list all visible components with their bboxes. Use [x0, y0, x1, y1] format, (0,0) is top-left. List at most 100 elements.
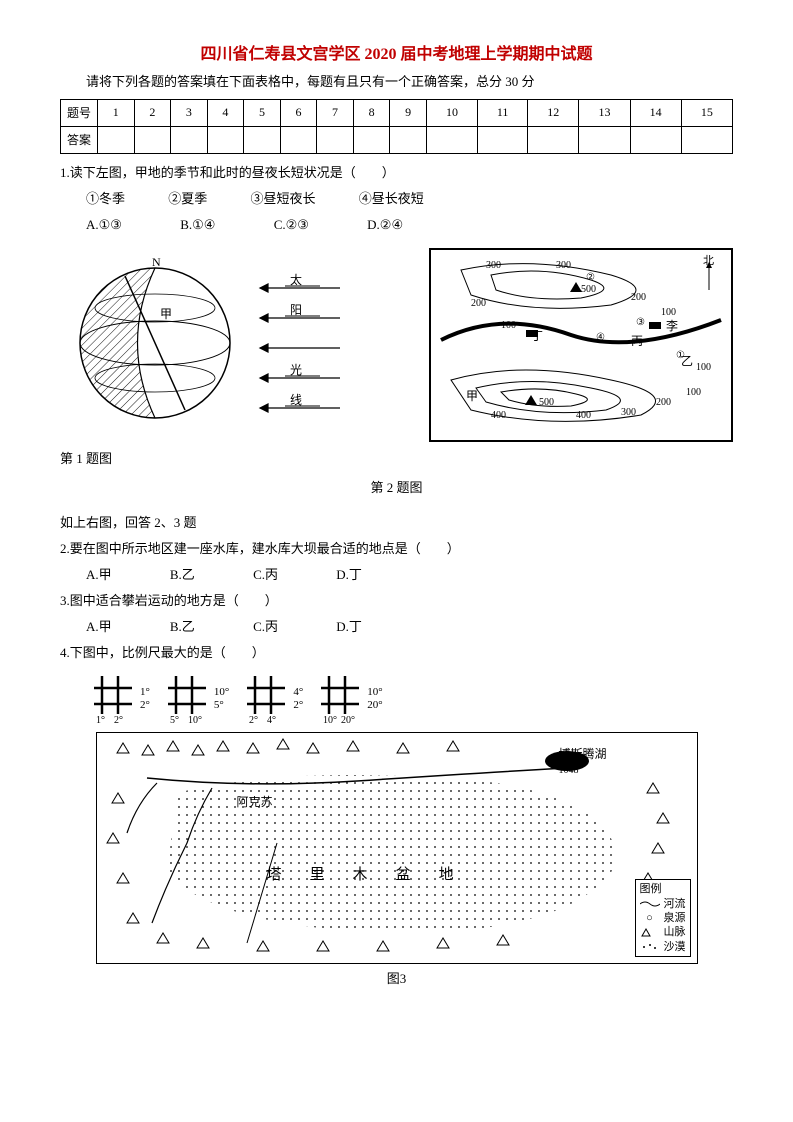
legend-river: 河流 [640, 897, 686, 911]
grid-d: 10° 20° 10°20° [317, 674, 382, 724]
svg-text:10°: 10° [188, 715, 202, 724]
col-num: 9 [390, 99, 427, 126]
table-row-header: 题号 1 2 3 4 5 6 7 8 9 10 11 12 13 14 15 [61, 99, 733, 126]
answer-cell[interactable] [390, 126, 427, 153]
sun-label-3: 光 [290, 363, 302, 377]
col-num: 5 [244, 99, 281, 126]
svg-text:甲: 甲 [466, 389, 478, 403]
row2-header: 答案 [61, 126, 98, 153]
answer-cell[interactable] [134, 126, 171, 153]
lake-label: 博斯腾湖 1048 [558, 745, 606, 777]
elev-label: 1048 [558, 765, 578, 776]
answer-cell[interactable] [207, 126, 244, 153]
svg-text:200: 200 [656, 397, 671, 408]
q4-grids: 1° 2° 1°2° 5° 10° 10°5° 2° 4° 4°2° 10° 2… [60, 674, 733, 724]
answer-cell[interactable] [317, 126, 354, 153]
q3-opt-b: B.乙 [170, 614, 195, 640]
q3-opt-a: A.甲 [86, 614, 112, 640]
answer-cell[interactable] [528, 126, 579, 153]
fig2-caption: 第 2 题图 [60, 477, 733, 496]
legend-mountain: 山脉 [640, 925, 686, 939]
legend-spring: ○泉源 [640, 911, 686, 925]
q1-options: A.①③ B.①④ C.②③ D.②④ [60, 212, 733, 238]
q3-options: A.甲 B.乙 C.丙 D.丁 [60, 614, 733, 640]
svg-text:100: 100 [501, 320, 516, 331]
svg-text:④: ④ [596, 332, 605, 343]
map-legend: 图例 河流 ○泉源 山脉 沙漠 [635, 879, 691, 956]
fig3-caption: 图3 [60, 968, 733, 987]
answer-table: 题号 1 2 3 4 5 6 7 8 9 10 11 12 13 14 15 答… [60, 99, 733, 154]
grid-a: 1° 2° 1°2° [90, 674, 150, 724]
q2-stem: 2.要在图中所示地区建一座水库，建水库大坝最合适的地点是（ ） [60, 536, 733, 562]
q2-options: A.甲 B.乙 C.丙 D.丁 [60, 562, 733, 588]
svg-text:100: 100 [686, 387, 701, 398]
svg-text:400: 400 [491, 410, 506, 421]
legend-desert: 沙漠 [640, 940, 686, 954]
table-row-answers: 答案 [61, 126, 733, 153]
q3-stem: 3.图中适合攀岩运动的地方是（ ） [60, 588, 733, 614]
svg-text:300: 300 [556, 260, 571, 271]
instruction-text: 请将下列各题的答案填在下面表格中，每题有且只有一个正确答案，总分 30 分 [60, 72, 733, 93]
svg-text:500: 500 [581, 284, 596, 295]
svg-text:100: 100 [696, 362, 711, 373]
svg-text:200: 200 [631, 292, 646, 303]
q1-circle-3: ③昼短夜长 [251, 186, 316, 212]
basin-label: 塔里木盆地 [267, 863, 482, 884]
globe-figure: N 甲 太 阳 光 线 [60, 248, 350, 428]
answer-cell[interactable] [171, 126, 208, 153]
svg-text:200: 200 [471, 298, 486, 309]
sun-label-2: 阳 [290, 303, 302, 317]
col-num: 6 [280, 99, 317, 126]
svg-text:1°: 1° [96, 715, 105, 724]
contour-figure: 北 300 300 500 200 200 100 100 100 500 [429, 248, 733, 442]
svg-text:400: 400 [576, 410, 591, 421]
jia-label: 甲 [160, 307, 172, 321]
svg-text:300: 300 [621, 407, 636, 418]
col-num: 11 [478, 99, 528, 126]
answer-cell[interactable] [98, 126, 135, 153]
q1-circle-1: ①冬季 [86, 186, 125, 212]
q1-stem: 1.读下左图，甲地的季节和此时的昼夜长短状况是（ ） [60, 160, 733, 186]
q1-opt-c: C.②③ [274, 212, 309, 238]
q2-opt-d: D.丁 [336, 562, 362, 588]
col-num: 3 [171, 99, 208, 126]
col-num: 14 [630, 99, 681, 126]
q3-opt-d: D.丁 [336, 614, 362, 640]
q1-circle-2: ②夏季 [168, 186, 207, 212]
legend-title: 图例 [640, 882, 686, 896]
svg-text:5°: 5° [170, 715, 179, 724]
tarim-map: 博斯腾湖 1048 阿克苏 塔里木盆地 图例 河流 ○泉源 山脉 沙漠 [96, 732, 698, 964]
svg-text:2°: 2° [249, 715, 258, 724]
svg-text:②: ② [586, 272, 595, 283]
answer-cell[interactable] [280, 126, 317, 153]
answer-cell[interactable] [478, 126, 528, 153]
col-num: 15 [681, 99, 732, 126]
page-title: 四川省仁寿县文宫学区 2020 届中考地理上学期期中试题 [60, 40, 733, 64]
svg-text:10°: 10° [323, 715, 337, 724]
q1-circles: ①冬季 ②夏季 ③昼短夜长 ④昼长夜短 [60, 186, 733, 212]
svg-text:20°: 20° [341, 715, 355, 724]
col-num: 2 [134, 99, 171, 126]
answer-cell[interactable] [681, 126, 732, 153]
q2-opt-a: A.甲 [86, 562, 112, 588]
answer-cell[interactable] [353, 126, 390, 153]
grid-c: 2° 4° 4°2° [243, 674, 303, 724]
north-label: N [152, 255, 161, 269]
col-num: 12 [528, 99, 579, 126]
svg-text:③: ③ [636, 317, 645, 328]
q23-intro: 如上右图，回答 2、3 题 [60, 510, 733, 536]
aksu-label: 阿克苏 [237, 793, 273, 810]
svg-text:4°: 4° [267, 715, 276, 724]
sun-label-1: 太 [290, 272, 302, 287]
col-num: 4 [207, 99, 244, 126]
svg-text:丙: 丙 [631, 334, 643, 348]
answer-cell[interactable] [426, 126, 477, 153]
q1-opt-a: A.①③ [86, 212, 122, 238]
q1-circle-4: ④昼长夜短 [359, 186, 424, 212]
svg-text:2°: 2° [114, 715, 123, 724]
answer-cell[interactable] [244, 126, 281, 153]
svg-text:500: 500 [539, 397, 554, 408]
answer-cell[interactable] [579, 126, 630, 153]
svg-text:①: ① [676, 350, 685, 361]
answer-cell[interactable] [630, 126, 681, 153]
